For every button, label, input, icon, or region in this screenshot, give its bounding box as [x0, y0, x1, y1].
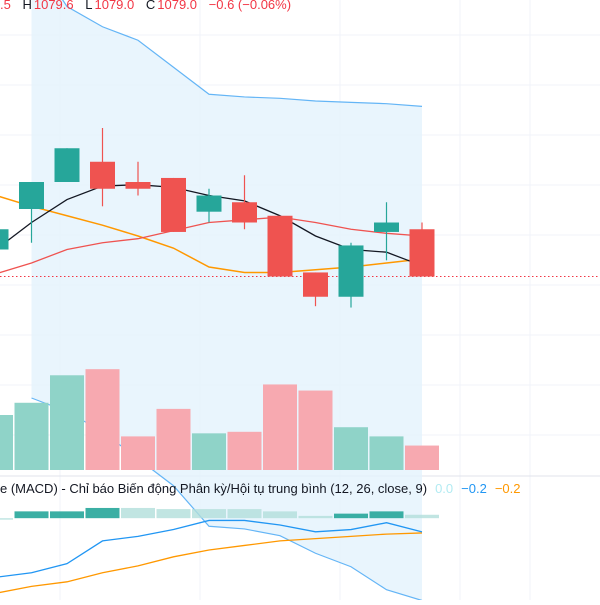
open-value: .5 — [0, 0, 11, 12]
macd-histogram-bar — [85, 507, 120, 519]
macd-line-value: −0.2 — [461, 481, 487, 496]
candle-body — [409, 229, 435, 277]
macd-histogram-bar — [121, 507, 155, 519]
volume-bar — [156, 408, 191, 470]
macd-histogram-bar — [192, 509, 226, 519]
volume-bar — [263, 384, 297, 470]
low-value: 1079.0 — [94, 0, 135, 12]
high-label: H — [22, 0, 32, 12]
macd-line — [0, 519, 423, 578]
candle-body — [196, 195, 222, 212]
macd-histogram-bar — [0, 518, 13, 520]
macd-signal-value: −0.2 — [494, 481, 521, 496]
macd-histogram-bar — [369, 511, 404, 519]
macd-histogram-bar — [227, 509, 262, 519]
volume-bar — [334, 427, 368, 470]
close-value: 1079.0 — [157, 0, 198, 12]
volume-bar — [85, 369, 120, 470]
volume-bar — [50, 375, 84, 470]
macd-signal-line — [0, 532, 423, 594]
candle-body — [232, 202, 257, 223]
volume-bar — [227, 431, 262, 470]
volume-bar — [369, 436, 404, 470]
candle-body — [374, 222, 399, 232]
high-value: 1079.6 — [33, 0, 74, 12]
candle-body — [19, 182, 44, 209]
close-label: C — [145, 0, 156, 12]
candle-body — [0, 229, 9, 250]
change-value: −0.6 (−0.06%) — [208, 0, 292, 12]
candle-body — [54, 148, 80, 182]
volume-bar — [298, 390, 333, 470]
candle-body — [90, 161, 115, 189]
candle-body — [303, 272, 328, 297]
ohlc-legend: .5 H 1079.6 L 1079.0 C 1079.0 −0.6 (−0.06%) — [0, 0, 299, 15]
macd-histogram-bar — [334, 513, 368, 519]
macd-histogram-bar — [50, 511, 84, 519]
macd-histogram-bar — [405, 514, 439, 519]
macd-hist-value: 0.0 — [435, 481, 454, 496]
macd-histogram-bar — [156, 509, 191, 519]
macd-legend[interactable]: e (MACD) - Chỉ báo Biến động Phân kỳ/Hội… — [0, 481, 520, 499]
volume-bar — [14, 402, 49, 470]
macd-histogram-bar — [14, 511, 49, 519]
macd-title: e (MACD) - Chỉ báo Biến động Phân kỳ/Hội… — [0, 481, 428, 496]
volume-bar — [405, 445, 439, 470]
volume-bar — [0, 415, 13, 470]
macd-histogram-bar — [298, 515, 333, 519]
macd-histogram-bar — [263, 511, 297, 519]
low-label: L — [85, 0, 93, 12]
candle-body — [161, 177, 186, 232]
volume-bar — [192, 433, 226, 470]
candle-body — [338, 245, 364, 297]
candle-body — [125, 182, 151, 189]
bollinger-upper-line — [62, 0, 423, 107]
candle-body — [267, 215, 293, 277]
volume-bar — [121, 436, 155, 470]
